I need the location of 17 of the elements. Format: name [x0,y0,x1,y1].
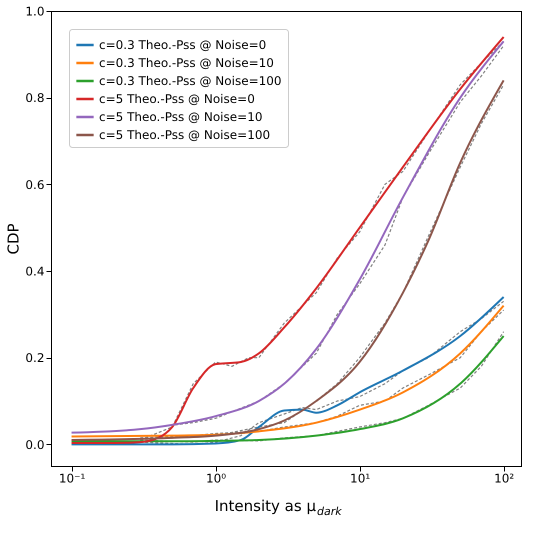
legend-label: c=5 Theo.-Pss @ Noise=0 [99,92,255,106]
legend-label: c=0.3 Theo.-Pss @ Noise=0 [99,38,266,52]
y-tick-label: 0.4 [25,264,44,278]
legend-label: c=5 Theo.-Pss @ Noise=100 [99,128,270,142]
legend-label: c=0.3 Theo.-Pss @ Noise=100 [99,74,282,88]
x-tick-label: 10⁻¹ [58,472,86,486]
y-tick-label: 0.6 [25,178,44,192]
legend-label: c=0.3 Theo.-Pss @ Noise=10 [99,56,274,70]
legend-label: c=5 Theo.-Pss @ Noise=10 [99,110,262,124]
y-tick-label: 0.8 [25,91,44,106]
y-tick-label: 1.0 [25,4,44,18]
y-tick-label: 0.2 [25,351,44,366]
y-tick-label: 0.0 [25,438,44,452]
x-tick-label: 10² [494,472,514,486]
x-tick-label: 10¹ [350,472,370,486]
x-tick-label: 10⁰ [206,472,226,486]
y-axis-title: CDP [4,223,22,255]
